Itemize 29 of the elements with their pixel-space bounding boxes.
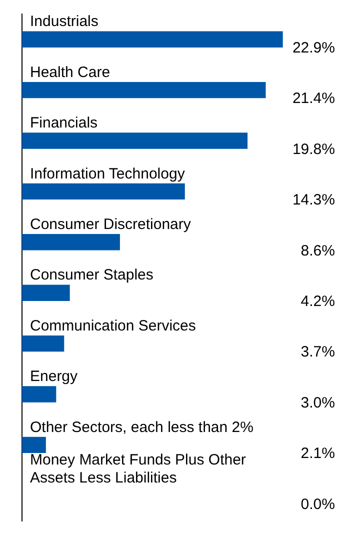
bar	[22, 234, 120, 250]
data-label: 3.7%	[300, 344, 335, 361]
data-label: 4.2%	[300, 292, 335, 310]
y-tick-label: Consumer Discretionary	[30, 216, 192, 234]
y-tick-label: Energy	[30, 368, 78, 386]
bar	[22, 132, 248, 149]
data-label: 21.4%	[292, 90, 335, 108]
data-label: 3.0%	[300, 394, 335, 412]
y-tick-label: Other Sectors, each less than 2%	[30, 418, 254, 436]
data-label: 0.0%	[300, 496, 335, 513]
y-tick-label: Information Technology	[30, 165, 186, 182]
data-label: 22.9%	[292, 39, 335, 56]
y-tick-label: Money Market Funds Plus Other Assets Less Liabilities	[30, 452, 246, 487]
bar	[22, 436, 46, 454]
data-label: 19.8%	[292, 140, 335, 158]
y-tick-label: Health Care	[30, 64, 110, 81]
bar	[22, 82, 266, 98]
y-tick-label: Industrials	[30, 13, 98, 30]
y-tick-label: Financials	[30, 114, 98, 132]
bar	[22, 183, 185, 200]
bar	[22, 335, 64, 352]
y-tick-label: Communication Services	[30, 317, 196, 334]
bar	[22, 284, 70, 301]
y-tick-label: Consumer Staples	[30, 266, 154, 284]
data-label: 2.1%	[300, 445, 335, 462]
bar	[22, 31, 283, 48]
data-label: 14.3%	[292, 192, 335, 209]
bar	[22, 386, 56, 402]
data-label: 8.6%	[300, 242, 335, 260]
